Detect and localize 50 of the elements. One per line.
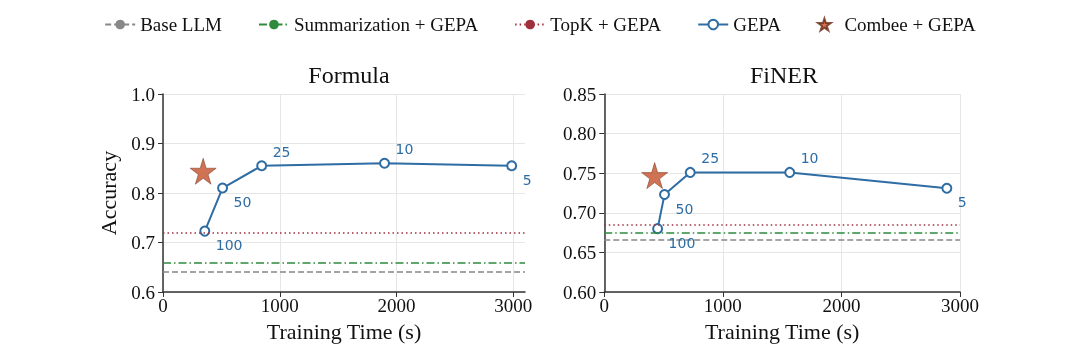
y-tick-label: 0.60 xyxy=(563,281,597,303)
y-tick-label: 0.8 xyxy=(131,182,155,204)
annotation: 25 xyxy=(272,143,291,160)
y-tick-label: 0.75 xyxy=(563,162,597,184)
annotation: 50 xyxy=(675,200,694,217)
x-tick-label: 3000 xyxy=(941,295,979,316)
x-axis-title: Training Time (s) xyxy=(704,318,860,344)
point xyxy=(189,157,217,185)
x-tick-label: 3000 xyxy=(494,295,533,316)
legend-label: Base LLM xyxy=(140,14,223,35)
annotation: 10 xyxy=(395,141,414,158)
point xyxy=(379,157,391,169)
annotation: 10 xyxy=(800,150,819,167)
point xyxy=(199,225,211,237)
point xyxy=(784,166,796,178)
annotation: 5 xyxy=(522,171,532,188)
legend-label: Summarization + GEPA xyxy=(293,14,479,35)
point xyxy=(256,160,268,172)
x-tick-label: 1000 xyxy=(260,295,299,316)
point xyxy=(217,182,229,194)
point xyxy=(684,166,696,178)
x-tick-label: 2000 xyxy=(822,295,861,316)
point xyxy=(506,160,518,172)
legend-label: TopK + GEPA xyxy=(550,14,662,35)
y-tick-label: 0.65 xyxy=(563,241,597,263)
legend-label: GEPA xyxy=(733,14,782,35)
y-tick-label: 0.70 xyxy=(563,202,597,224)
x-tick-label: 1000 xyxy=(703,295,742,316)
x-tick-label: 0 xyxy=(158,295,168,316)
x-tick-label: 0 xyxy=(599,295,609,316)
annotation: 25 xyxy=(701,150,720,167)
y-tick-label: 0.85 xyxy=(563,83,597,105)
x-axis-title: Training Time (s) xyxy=(266,318,422,344)
point xyxy=(941,182,953,194)
legend-label: Combee + GEPA xyxy=(844,14,977,35)
y-axis-title: Accuracy xyxy=(95,150,121,236)
y-tick-label: 0.9 xyxy=(131,133,155,154)
point xyxy=(641,162,668,189)
chart-title: Formula xyxy=(308,62,391,88)
annotation: 50 xyxy=(233,194,252,211)
y-tick-label: 0.80 xyxy=(563,123,597,145)
annotation: 5 xyxy=(957,194,967,211)
y-tick-label: 0.7 xyxy=(131,232,155,253)
annotation: 100 xyxy=(215,237,243,254)
y-tick-label: 1.0 xyxy=(131,83,155,105)
x-tick-label: 2000 xyxy=(377,295,416,316)
chart-title: FiNER xyxy=(749,62,819,88)
point xyxy=(659,189,670,201)
annotation: 100 xyxy=(668,234,696,251)
y-tick-label: 0.6 xyxy=(131,281,155,303)
